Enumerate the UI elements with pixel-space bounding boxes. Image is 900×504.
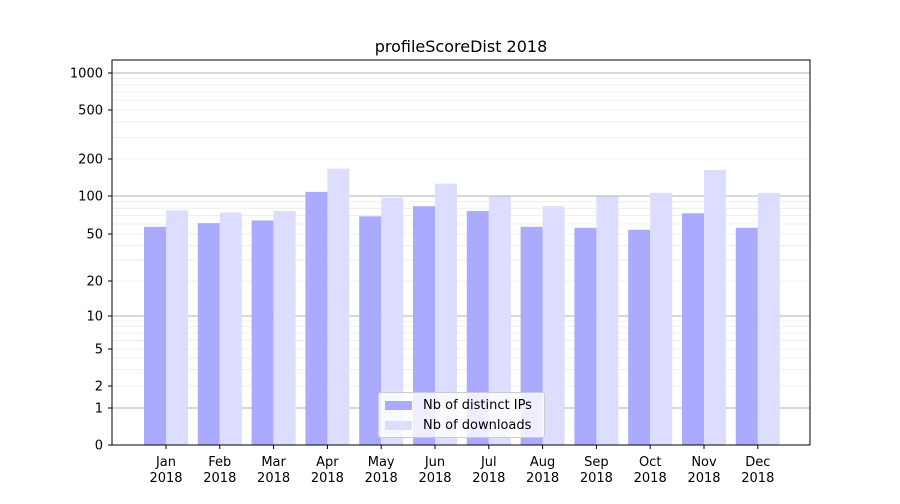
x-tick-label: May xyxy=(368,455,395,470)
y-tick-label: 500 xyxy=(78,104,103,119)
legend-item-ips: Nb of distinct IPs xyxy=(385,396,532,414)
bar-downloads xyxy=(596,196,619,445)
x-tick-label: 2018 xyxy=(687,471,720,486)
bar-distinct-ips xyxy=(628,229,651,445)
legend-swatch-ips xyxy=(385,400,412,410)
bar-downloads xyxy=(488,196,511,445)
bar-downloads xyxy=(381,197,404,445)
x-tick-label: 2018 xyxy=(634,471,667,486)
x-tick-label: Apr xyxy=(316,455,339,470)
bar-downloads xyxy=(327,168,350,446)
x-tick-label: Jan xyxy=(155,455,176,470)
axes-frame xyxy=(111,59,811,446)
bar-downloads xyxy=(273,211,296,445)
y-tick-label: 200 xyxy=(78,153,103,168)
bar-downloads xyxy=(757,192,780,445)
y-tick-label: 10 xyxy=(86,310,103,325)
legend-label-ips: Nb of distinct IPs xyxy=(423,397,532,413)
x-tick-label: Sep xyxy=(584,455,609,470)
y-tick-label: 1 xyxy=(95,402,103,417)
chart-title: profileScoreDist 2018 xyxy=(375,37,548,56)
bar-distinct-ips xyxy=(144,226,166,445)
y-tick-label: 5 xyxy=(95,343,103,358)
y-tick-label: 1000 xyxy=(70,67,103,82)
legend: Nb of distinct IPs Nb of downloads xyxy=(378,392,545,438)
x-tick-label: Jun xyxy=(424,455,445,470)
bar-distinct-ips xyxy=(413,206,435,445)
bar-distinct-ips xyxy=(520,226,543,445)
y-tick-label: 100 xyxy=(78,190,103,205)
bar-distinct-ips xyxy=(359,216,382,445)
x-tick-label: 2018 xyxy=(741,471,774,486)
bar-distinct-ips xyxy=(574,227,597,445)
bar-downloads xyxy=(650,192,673,445)
y-tick-label: 20 xyxy=(86,275,103,290)
x-tick-label: 2018 xyxy=(580,471,613,486)
legend-label-downloads: Nb of downloads xyxy=(423,417,532,433)
bar-distinct-ips xyxy=(735,227,758,445)
bar-downloads xyxy=(704,169,726,445)
bar-downloads xyxy=(435,183,457,445)
bar-downloads xyxy=(542,206,565,445)
x-tick-label: 2018 xyxy=(149,471,182,486)
x-tick-label: Mar xyxy=(261,455,286,470)
x-tick-label: 2018 xyxy=(418,471,451,486)
x-tick-label: Aug xyxy=(530,455,555,470)
x-tick-label: 2018 xyxy=(311,471,344,486)
x-tick-label: 2018 xyxy=(365,471,398,486)
legend-swatch-downloads xyxy=(385,420,412,430)
bar-distinct-ips xyxy=(305,191,328,445)
x-tick-label: 2018 xyxy=(472,471,505,486)
x-tick-label: 2018 xyxy=(257,471,290,486)
bar-distinct-ips xyxy=(251,220,274,445)
x-tick-label: Dec xyxy=(745,455,770,470)
bar-distinct-ips xyxy=(682,213,704,445)
bar-distinct-ips xyxy=(466,211,489,445)
y-tick-label: 50 xyxy=(86,228,103,243)
x-tick-label: 2018 xyxy=(526,471,559,486)
y-tick-label: 0 xyxy=(95,439,103,454)
bar-downloads xyxy=(166,210,188,445)
y-tick-label: 2 xyxy=(95,380,103,395)
x-tick-label: Feb xyxy=(208,455,231,470)
x-tick-label: Oct xyxy=(639,455,661,470)
x-tick-label: Nov xyxy=(691,455,717,470)
x-tick-label: 2018 xyxy=(203,471,236,486)
bar-distinct-ips xyxy=(197,223,220,445)
bar-downloads xyxy=(219,212,242,445)
legend-item-downloads: Nb of downloads xyxy=(385,416,531,434)
x-tick-label: Jul xyxy=(480,455,497,470)
